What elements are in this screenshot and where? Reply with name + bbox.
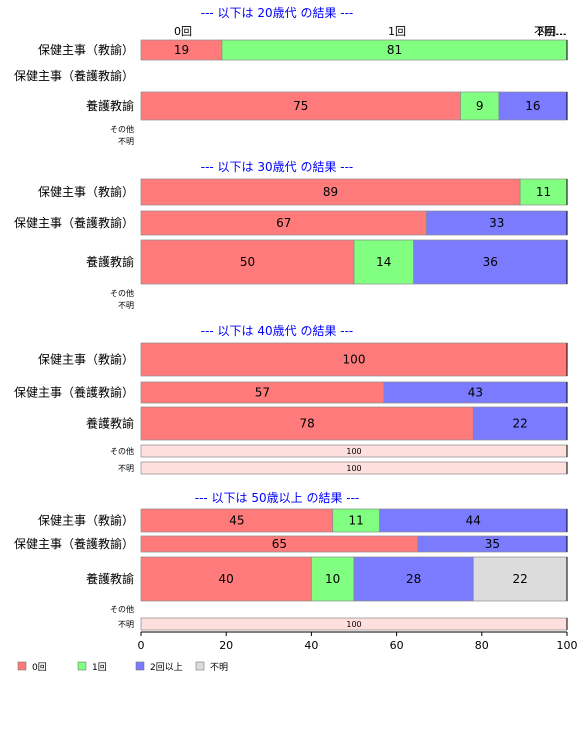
data-label: 65 — [272, 537, 287, 551]
x-tick-label: 0 — [138, 639, 145, 652]
legend-swatch — [195, 661, 205, 671]
row-label: 保健主事（教諭） — [38, 42, 134, 57]
row-label: 保健主事（養護教諭） — [14, 68, 134, 83]
bar-segment — [140, 406, 474, 441]
panel-title: --- 以下は 30歳代 の結果 --- — [201, 160, 354, 174]
panel-title: --- 以下は 50歳以上 の結果 --- — [195, 491, 360, 505]
data-label: 44 — [466, 514, 481, 528]
data-label: 43 — [468, 386, 483, 400]
bar-segment — [498, 91, 568, 121]
data-label: 22 — [512, 572, 527, 586]
data-label: 10 — [325, 572, 340, 586]
bar-segment — [140, 210, 427, 236]
bar-segment — [426, 210, 568, 236]
top-category-label: 不明… — [534, 25, 567, 38]
top-category-label: 2回… — [537, 25, 566, 38]
bar-segment — [140, 239, 355, 285]
row-label: 保健主事（養護教諭） — [14, 536, 134, 551]
data-label: 35 — [485, 537, 500, 551]
x-tick-label: 80 — [475, 639, 489, 652]
row-label: 不明 — [118, 620, 134, 629]
x-tick-label: 60 — [390, 639, 404, 652]
data-label: 9 — [476, 99, 484, 113]
panel-title: --- 以下は 40歳代 の結果 --- — [201, 324, 354, 338]
data-label: 100 — [343, 353, 366, 367]
bar-segment — [353, 239, 414, 285]
data-label: 14 — [376, 255, 391, 269]
data-label: 19 — [174, 43, 189, 57]
data-label: 45 — [229, 514, 244, 528]
data-label: 11 — [536, 185, 551, 199]
legend-label: 2回以上 — [150, 662, 183, 673]
data-label: 100 — [346, 464, 361, 473]
data-label: 40 — [219, 572, 234, 586]
row-label: 養護教諭 — [86, 416, 134, 431]
row-label: 養護教諭 — [86, 254, 134, 269]
row-label: 保健主事（教諭） — [38, 513, 134, 528]
x-tick-label: 40 — [304, 639, 318, 652]
row-label: 不明 — [118, 464, 134, 473]
data-label: 67 — [276, 216, 291, 230]
data-label: 16 — [525, 99, 540, 113]
legend-label: 1回 — [92, 662, 107, 673]
row-label: 保健主事（教諭） — [38, 352, 134, 367]
data-label: 57 — [255, 386, 270, 400]
row-label: その他 — [110, 124, 134, 134]
legend-swatch — [17, 661, 27, 671]
top-category-label: 0回 — [174, 25, 192, 38]
bar-segment — [140, 556, 312, 602]
data-label: 89 — [323, 185, 338, 199]
bar-segment — [140, 178, 521, 206]
data-label: 33 — [489, 216, 504, 230]
data-label: 22 — [512, 417, 527, 431]
data-label: 36 — [483, 255, 498, 269]
row-label: その他 — [110, 604, 134, 614]
row-label: 保健主事（教諭） — [38, 184, 134, 199]
legend-label: 不明 — [210, 662, 228, 673]
data-label: 11 — [348, 514, 363, 528]
row-label: 保健主事（養護教諭） — [14, 385, 134, 400]
legend-swatch — [135, 661, 145, 671]
bar-segment — [472, 406, 568, 441]
row-label: 不明 — [118, 137, 134, 146]
row-label: 養護教諭 — [86, 571, 134, 586]
row-label: その他 — [110, 446, 134, 456]
x-tick-label: 100 — [557, 639, 578, 652]
bar-segment — [140, 342, 568, 377]
bar-segment — [413, 239, 568, 285]
top-category-label: 1回 — [388, 25, 406, 38]
data-label: 100 — [346, 620, 361, 629]
x-tick-label: 20 — [219, 639, 233, 652]
data-label: 81 — [387, 43, 402, 57]
data-label: 100 — [346, 447, 361, 456]
panel-title: --- 以下は 20歳代 の結果 --- — [201, 6, 354, 20]
legend-swatch — [77, 661, 87, 671]
bar-segment — [140, 91, 461, 121]
bar-segment — [353, 556, 474, 602]
row-label: その他 — [110, 288, 134, 298]
data-label: 78 — [299, 417, 314, 431]
row-label: 不明 — [118, 301, 134, 310]
row-label: 保健主事（養護教諭） — [14, 215, 134, 230]
legend-label: 0回 — [32, 662, 47, 673]
data-label: 28 — [406, 572, 421, 586]
row-label: 養護教諭 — [86, 98, 134, 113]
data-label: 75 — [293, 99, 308, 113]
data-label: 50 — [240, 255, 255, 269]
